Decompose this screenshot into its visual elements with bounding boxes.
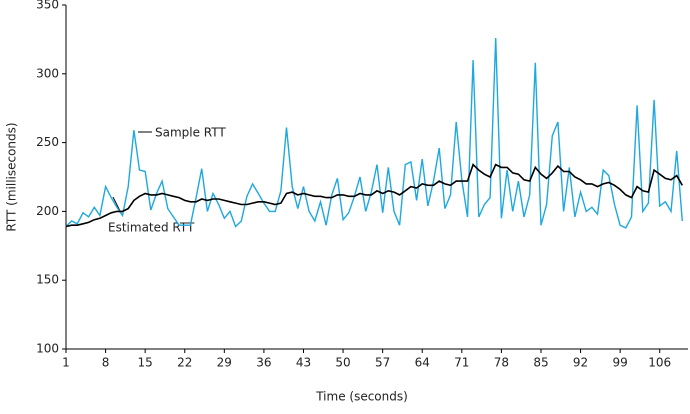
y-tick-label: 250 — [36, 135, 59, 149]
x-tick-label: 43 — [296, 356, 311, 370]
x-tick-label: 71 — [454, 356, 469, 370]
x-tick-label: 50 — [335, 356, 350, 370]
y-tick-label: 150 — [36, 273, 59, 287]
x-tick-label: 29 — [217, 356, 232, 370]
x-tick-label: 8 — [102, 356, 110, 370]
x-tick-label: 15 — [138, 356, 153, 370]
y-tick-label: 300 — [36, 66, 59, 80]
x-tick-label: 64 — [415, 356, 430, 370]
y-tick-label: 200 — [36, 204, 59, 218]
x-tick-label: 57 — [375, 356, 390, 370]
y-axis-label: RTT (milliseconds) — [5, 122, 19, 231]
series-line — [65, 37, 683, 229]
x-axis-label: Time (seconds) — [315, 390, 408, 404]
x-tick-label: 99 — [613, 356, 628, 370]
x-tick-label: 36 — [256, 356, 271, 370]
x-tick-label: 1 — [62, 356, 70, 370]
annotation: Estimated RTT — [108, 221, 195, 235]
x-tick-label: 106 — [648, 356, 671, 370]
y-tick-label: 100 — [36, 342, 59, 356]
x-tick-label: 85 — [533, 356, 548, 370]
x-tick-label: 92 — [573, 356, 588, 370]
x-tick-label: 22 — [177, 356, 192, 370]
annotation: Sample RTT — [155, 126, 226, 140]
y-tick-label: 350 — [36, 0, 59, 12]
x-tick-label: 78 — [494, 356, 509, 370]
series-line — [65, 163, 683, 228]
